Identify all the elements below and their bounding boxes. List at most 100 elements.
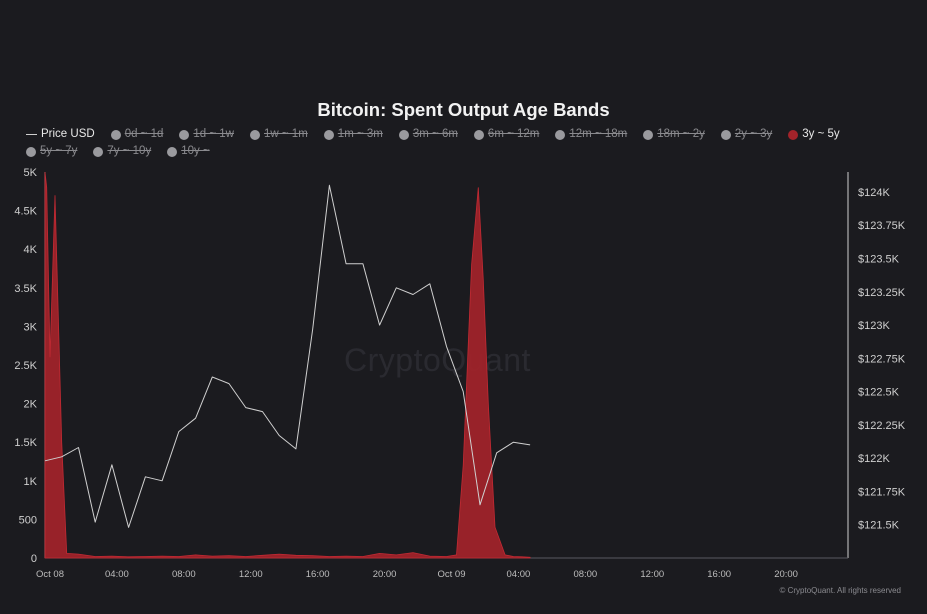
circle-swatch-icon xyxy=(26,146,36,157)
data-point-3y-5y xyxy=(428,555,431,558)
data-point-3y-5y xyxy=(228,554,231,557)
line-swatch-icon xyxy=(26,134,37,135)
data-point-3y-5y xyxy=(65,552,68,555)
data-point-price-usd xyxy=(445,345,448,348)
x-tick-label: 08:00 xyxy=(573,569,597,580)
circle-swatch-icon xyxy=(323,129,334,140)
data-point-3y-5y xyxy=(504,554,507,557)
data-point-price-usd xyxy=(244,406,247,409)
data-point-price-usd xyxy=(211,376,214,379)
data-point-3y-5y xyxy=(194,554,197,557)
y-right-tick-label: $123.75K xyxy=(858,220,906,232)
y-right-tick-label: $122K xyxy=(858,453,890,465)
data-point-3y-5y xyxy=(45,186,48,189)
legend-item-18m-2y[interactable]: 18m ~ 2y xyxy=(643,127,705,142)
data-point-3y-5y xyxy=(378,552,381,555)
x-tick-label: Oct 08 xyxy=(36,569,64,580)
data-point-3y-5y xyxy=(177,555,180,558)
data-point-price-usd xyxy=(412,293,415,296)
x-tick-label: 08:00 xyxy=(172,569,196,580)
circle-swatch-icon xyxy=(93,146,104,157)
data-point-price-usd xyxy=(261,410,264,413)
legend-label: 18m ~ 2y xyxy=(657,128,705,140)
data-point-3y-5y xyxy=(520,555,523,558)
x-tick-label: 04:00 xyxy=(105,569,129,580)
x-tick-label: 20:00 xyxy=(373,569,397,580)
legend-label: Price USD xyxy=(41,128,95,140)
data-point-price-usd xyxy=(462,390,465,393)
y-left-tick-label: 3K xyxy=(24,321,38,333)
y-left-tick-label: 2K xyxy=(24,399,38,411)
legend-item-1w-1m[interactable]: 1w ~ 1m xyxy=(250,127,308,142)
watermark: CryptoQuant xyxy=(344,342,531,378)
data-point-3y-5y xyxy=(529,556,532,559)
data-point-3y-5y xyxy=(295,554,298,557)
y-left-tick-label: 500 xyxy=(19,514,37,526)
data-point-price-usd xyxy=(295,448,298,451)
data-point-3y-5y xyxy=(44,171,47,174)
data-point-price-usd xyxy=(194,417,197,420)
legend-label: 3y ~ 5y xyxy=(802,128,840,140)
y-left-tick-label: 2.5K xyxy=(14,360,37,372)
data-point-price-usd xyxy=(177,430,180,433)
data-point-3y-5y xyxy=(211,555,214,558)
legend-item-3m-6m[interactable]: 3m ~ 6m xyxy=(398,127,458,142)
x-tick-label: 12:00 xyxy=(239,569,263,580)
y-left-tick-label: 4K xyxy=(24,244,38,256)
y-left-tick-label: 0 xyxy=(31,553,37,565)
series-line-price-usd xyxy=(44,184,531,528)
y-right-tick-label: $123.25K xyxy=(858,287,906,299)
x-tick-label: 16:00 xyxy=(707,569,731,580)
legend-label: 7y ~ 10y xyxy=(107,145,152,157)
data-point-price-usd xyxy=(495,451,498,454)
legend-item-price-usd[interactable]: Price USD xyxy=(26,127,95,142)
legend-item-2y-3y[interactable]: 2y ~ 3y xyxy=(720,127,772,142)
legend-item-10y[interactable]: 10y ~ xyxy=(167,144,210,159)
x-tick-label: 04:00 xyxy=(507,569,531,580)
x-tick-label: Oct 09 xyxy=(438,569,466,580)
data-point-price-usd xyxy=(111,463,114,466)
y-left-tick-label: 3.5K xyxy=(14,283,37,295)
data-point-price-usd xyxy=(311,328,314,331)
legend-item-6m-12m[interactable]: 6m ~ 12m xyxy=(473,127,539,142)
data-point-price-usd xyxy=(345,262,348,265)
data-point-price-usd xyxy=(395,286,398,289)
legend-item-1m-3m[interactable]: 1m ~ 3m xyxy=(323,127,383,142)
data-point-3y-5y xyxy=(412,551,415,554)
legend-item-7y-10y[interactable]: 7y ~ 10y xyxy=(93,144,151,159)
circle-swatch-icon xyxy=(167,146,178,157)
data-point-price-usd xyxy=(512,441,515,444)
data-point-price-usd xyxy=(362,262,365,265)
legend-item-5y-7y[interactable]: 5y ~ 7y xyxy=(26,144,77,159)
data-point-3y-5y xyxy=(455,554,458,557)
data-point-3y-5y xyxy=(111,555,114,558)
legend-label: 1w ~ 1m xyxy=(264,128,308,140)
data-point-price-usd xyxy=(161,479,164,482)
data-point-price-usd xyxy=(278,434,281,437)
data-point-3y-5y xyxy=(487,402,490,405)
legend-item-3y-5y[interactable]: 3y ~ 5y xyxy=(788,127,840,142)
x-tick-label: 20:00 xyxy=(774,569,798,580)
y-right-tick-label: $121.75K xyxy=(858,486,906,498)
data-point-3y-5y xyxy=(77,553,80,556)
series-area-3y-5y xyxy=(44,171,531,559)
circle-swatch-icon xyxy=(788,129,799,140)
y-left-tick-label: 4.5K xyxy=(14,206,37,218)
legend-label: 0d ~ 1d xyxy=(124,128,164,140)
data-point-price-usd xyxy=(479,503,482,506)
legend-item-1d-1w[interactable]: 1d ~ 1w xyxy=(179,127,234,142)
y-left-tick-label: 1.5K xyxy=(14,437,37,449)
circle-swatch-icon xyxy=(720,129,731,140)
y-right-tick-label: $121.5K xyxy=(858,520,900,532)
y-left-tick-label: 1K xyxy=(24,476,38,488)
circle-swatch-icon xyxy=(179,129,190,140)
data-point-3y-5y xyxy=(161,555,164,558)
y-right-tick-label: $122.75K xyxy=(858,353,906,365)
y-right-tick-label: $123K xyxy=(858,320,890,332)
x-tick-label: 16:00 xyxy=(306,569,330,580)
legend-item-0d-1d[interactable]: 0d ~ 1d xyxy=(110,127,164,142)
data-point-3y-5y xyxy=(49,356,52,359)
circle-swatch-icon xyxy=(250,129,260,140)
data-point-3y-5y xyxy=(144,555,147,558)
legend-item-12m-18m[interactable]: 12m ~ 18m xyxy=(555,127,627,142)
